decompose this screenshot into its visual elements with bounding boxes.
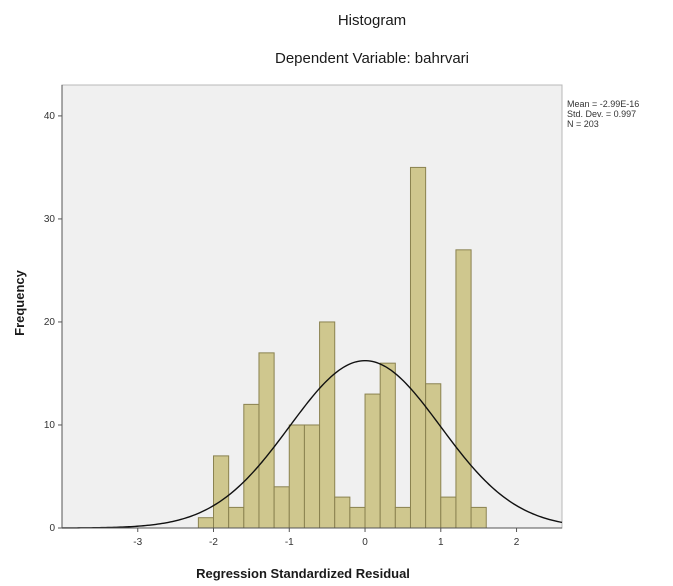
stats-line: N = 203 [567, 119, 599, 129]
histogram-bar [258, 352, 275, 529]
y-tick-label: 0 [49, 523, 55, 534]
x-tick-label: -3 [133, 537, 142, 548]
x-tick-label: -2 [209, 537, 218, 548]
y-tick-label: 10 [44, 420, 56, 431]
chart-subtitle: Dependent Variable: bahrvari [275, 50, 469, 67]
histogram-bar [197, 517, 215, 529]
x-tick-label: 1 [438, 537, 444, 548]
stats-line: Std. Dev. = 0.997 [567, 109, 636, 119]
histogram-bar [228, 506, 245, 529]
histogram-bar [455, 249, 472, 529]
chart-title: Histogram [338, 12, 406, 29]
x-tick-label: 2 [514, 537, 520, 548]
histogram-bar [379, 362, 396, 529]
histogram-bar [319, 321, 336, 529]
histogram-bar [334, 496, 351, 529]
histogram-bar [409, 166, 427, 529]
y-tick-label: 40 [44, 111, 56, 122]
histogram-bar [213, 455, 230, 529]
histogram-bar [349, 506, 366, 529]
histogram-bar [394, 506, 411, 529]
y-tick-label: 20 [44, 317, 56, 328]
histogram-bar [243, 403, 260, 529]
histogram-bar [364, 393, 381, 529]
histogram-bar [425, 383, 442, 529]
histogram-bar [288, 424, 305, 529]
x-tick-label: -1 [285, 537, 294, 548]
normal-curve [61, 359, 563, 529]
histogram-bar [470, 506, 487, 529]
histogram-bar [440, 496, 457, 529]
x-tick-label: 0 [362, 537, 368, 548]
axes: 0 10 20 30 40 -3 -2 -1 0 1 2 [44, 85, 562, 548]
stats-line: Mean = -2.99E-16 [567, 99, 639, 109]
y-tick-label: 30 [44, 214, 56, 225]
histogram-bar [303, 424, 321, 529]
y-axis-title: Frequency [12, 269, 27, 336]
histogram-bar [273, 486, 290, 529]
x-axis-title: Regression Standardized Residual [196, 566, 410, 581]
